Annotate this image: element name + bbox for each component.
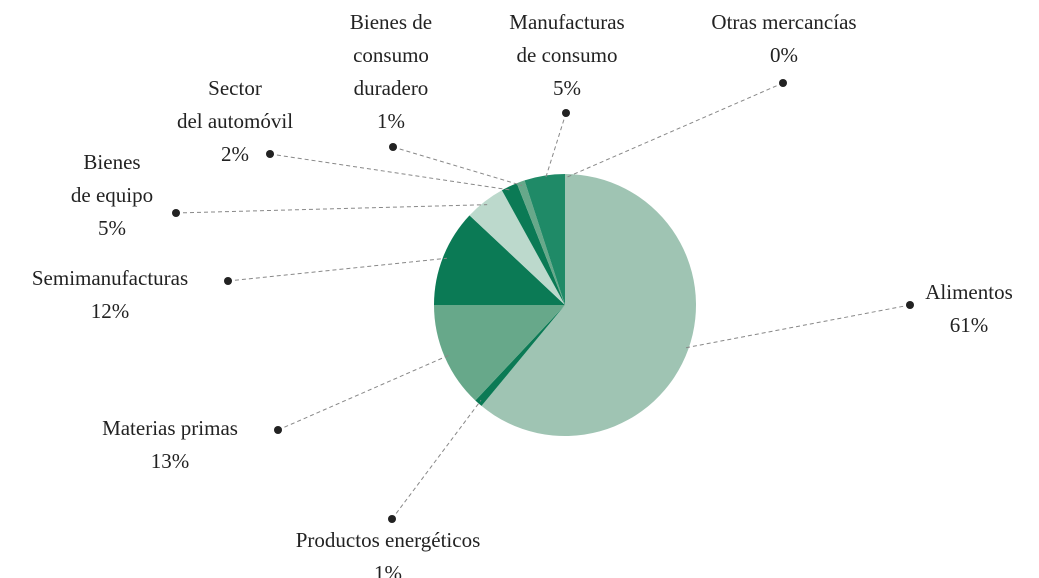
label-dot [906, 301, 914, 309]
value-label: 61% [949, 313, 989, 337]
label-dot [266, 150, 274, 158]
value-label: 5% [552, 76, 581, 100]
category-label: Bienes de equipo [70, 150, 154, 207]
slice-label: Materias primas 13% [102, 412, 238, 478]
category-label: Semimanufacturas [31, 266, 189, 290]
category-label: Manufacturas de consumo [509, 10, 625, 67]
slice-label: Alimentos 61% [925, 276, 1013, 342]
slice-label: Otras mercancías 0% [711, 6, 856, 72]
category-label: Bienes de consumo duradero [349, 10, 433, 100]
leader-line [175, 204, 488, 214]
label-dot [274, 426, 282, 434]
pie-slice [469, 190, 565, 305]
value-label: 12% [90, 299, 130, 323]
leader-line [564, 82, 784, 179]
slice-label: Manufacturas de consumo 5% [509, 6, 624, 105]
category-label: Alimentos [925, 280, 1013, 304]
category-label: Sector del automóvil [176, 76, 294, 133]
pie-slice [481, 174, 697, 436]
slice-label: Bienes de consumo duradero 1% [350, 6, 432, 138]
leader-line [684, 304, 911, 349]
slice-label: Bienes de equipo 5% [71, 146, 153, 245]
leader-line [277, 354, 449, 431]
pie-slice [501, 183, 565, 305]
slice-label: Semimanufacturas 12% [32, 262, 188, 328]
value-label: 13% [150, 449, 190, 473]
value-label: 2% [220, 142, 249, 166]
value-label: 1% [376, 109, 405, 133]
slice-label: Sector del automóvil 2% [177, 72, 293, 171]
label-dot [224, 277, 232, 285]
label-dot [389, 143, 397, 151]
label-dot [172, 209, 180, 217]
pie-slice [516, 180, 565, 305]
value-label: 0% [770, 43, 798, 67]
leader-line [391, 399, 482, 520]
pie-slice [434, 305, 565, 401]
leader-line [269, 153, 512, 191]
category-label: Productos energéticos [295, 528, 481, 552]
category-label: Materias primas [102, 416, 238, 440]
leader-line [544, 112, 567, 180]
leader-line [392, 146, 523, 186]
label-dot [779, 79, 787, 87]
pie-slice [475, 305, 565, 406]
pie-slice [524, 174, 565, 305]
pie-slice [434, 215, 565, 305]
label-dot [562, 109, 570, 117]
leader-line [227, 257, 447, 282]
value-label: 1% [374, 561, 402, 578]
value-label: 5% [97, 216, 126, 240]
slice-label: Productos energéticos 1% [296, 524, 481, 578]
category-label: Otras mercancías [711, 10, 857, 34]
label-dot [388, 515, 396, 523]
